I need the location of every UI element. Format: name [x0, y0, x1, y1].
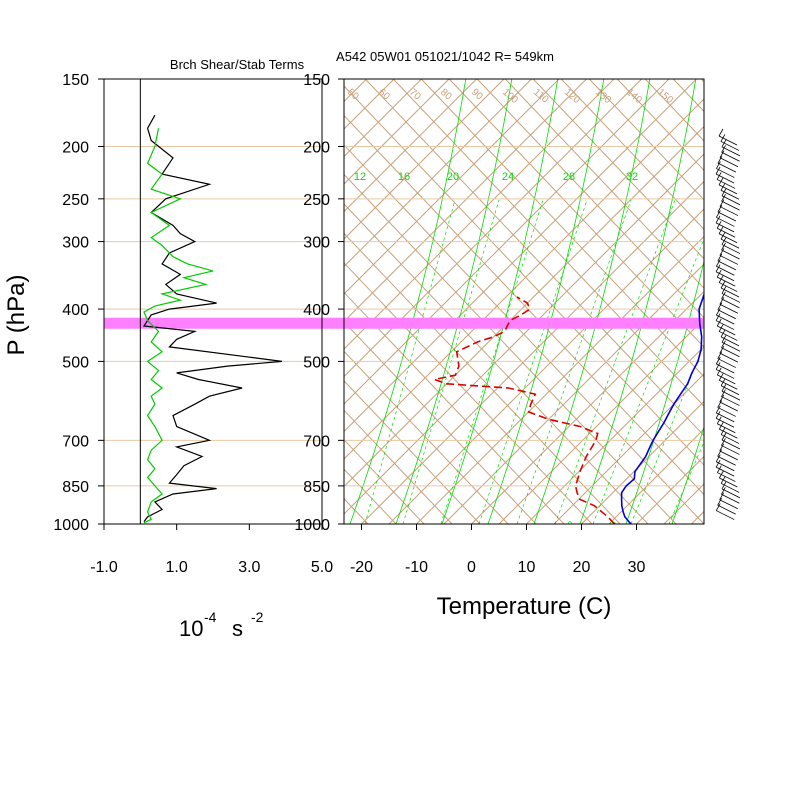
pressure-axis-label: P (hPa) [3, 275, 30, 356]
right-y-tick-label: 850 [303, 479, 330, 496]
highlight-band-rect [104, 318, 704, 329]
moist-adiabat-label: 16 [398, 171, 410, 183]
moist-adiabat-label: 12 [354, 171, 366, 183]
right-x-tick-label: 0 [467, 559, 476, 576]
left-y-tick-label: 150 [62, 72, 89, 89]
right-y-tick-label: 400 [303, 302, 330, 319]
right-y-tick-label: 500 [303, 354, 330, 371]
moist-adiabat-label: 28 [563, 171, 575, 183]
left-x-tick-label: 5.0 [311, 559, 333, 576]
right-y-tick-label: 150 [303, 72, 330, 89]
left-y-tick-label: 700 [62, 433, 89, 450]
left-panel-title: Brch Shear/Stab Terms [170, 57, 305, 72]
left-x-label-unit-exp: -2 [251, 609, 264, 625]
right-x-tick-label: -10 [405, 559, 428, 576]
left-y-tick-label: 200 [62, 139, 89, 156]
left-x-label-base: 10 [179, 616, 203, 641]
right-x-tick-label: 20 [573, 559, 591, 576]
right-y-tick-label: 250 [303, 192, 330, 209]
left-x-tick-label: 3.0 [238, 559, 260, 576]
right-y-tick-label: 1000 [294, 517, 330, 534]
right-x-tick-label: 10 [518, 559, 536, 576]
highlight-band [104, 318, 704, 329]
left-y-tick-label: 300 [62, 235, 89, 252]
left-x-tick-label: -1.0 [90, 559, 118, 576]
right-y-tick-label: 300 [303, 235, 330, 252]
right-panel-title: A542 05W01 051021/1042 R= 549km [336, 49, 554, 64]
moist-adiabat-label: 32 [626, 171, 638, 183]
right-x-tick-label: 30 [628, 559, 646, 576]
right-y-tick-label: 700 [303, 433, 330, 450]
right-y-tick-label: 200 [303, 139, 330, 156]
right-x-tick-label: -20 [350, 559, 373, 576]
left-y-tick-label: 500 [62, 354, 89, 371]
left-x-label-unit: s [232, 616, 243, 641]
right-x-axis-label: Temperature (C) [437, 593, 612, 620]
left-x-label-exp: -4 [204, 609, 217, 625]
left-y-tick-label: 850 [62, 479, 89, 496]
left-y-tick-label: 1000 [53, 517, 89, 534]
moist-adiabat-label: 24 [502, 171, 514, 183]
left-y-tick-label: 400 [62, 302, 89, 319]
left-y-tick-label: 250 [62, 192, 89, 209]
left-x-tick-label: 1.0 [166, 559, 188, 576]
moist-adiabat-label: 20 [447, 171, 459, 183]
